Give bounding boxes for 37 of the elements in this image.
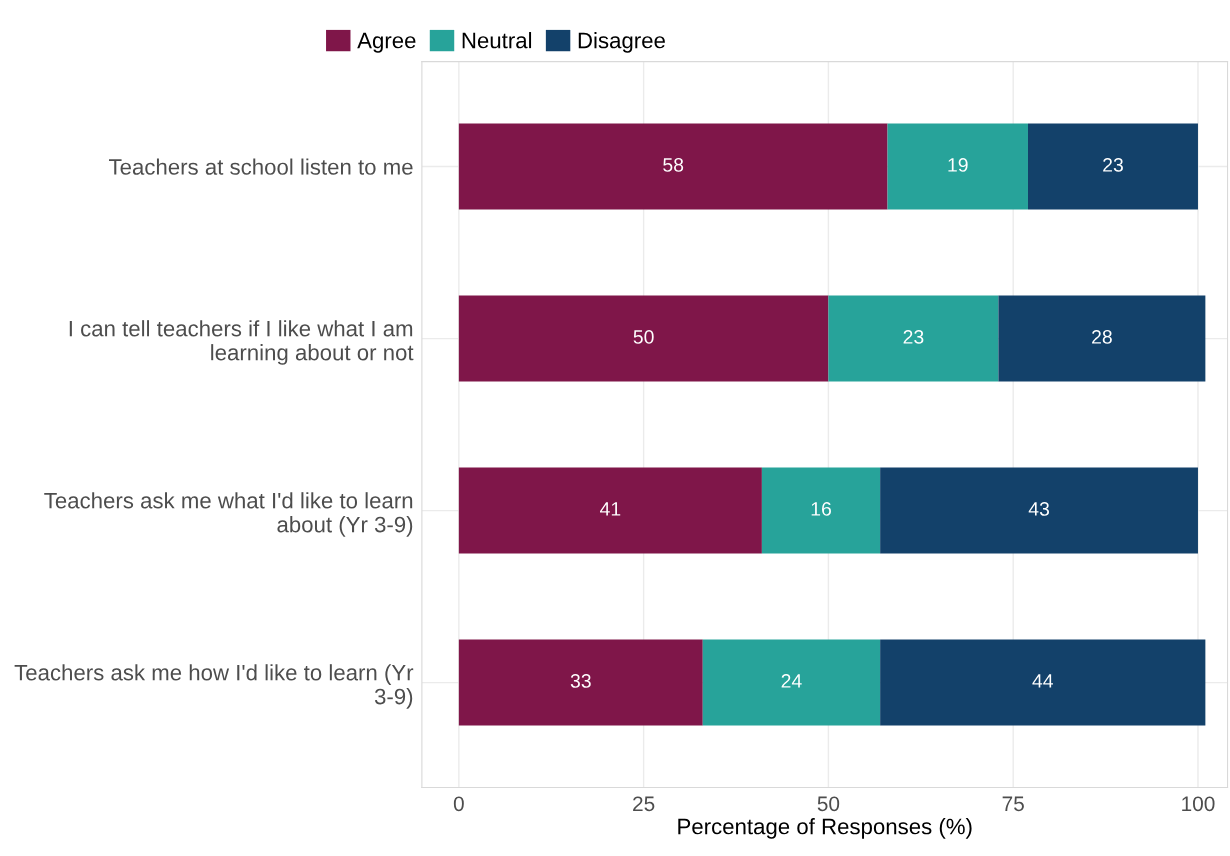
- bar: [1027, 123, 1198, 210]
- x-tick-label: 100: [1182, 796, 1215, 812]
- data-label: 43: [1028, 502, 1050, 516]
- data-label: 44: [1032, 674, 1053, 688]
- data-label: 41: [600, 502, 621, 516]
- y-tick-label: Teachers ask me what I'd like to learn about (Yr 3-9): [44, 492, 413, 537]
- data-label: 23: [903, 330, 924, 344]
- bar: [458, 123, 888, 210]
- bar: [880, 467, 1198, 554]
- y-tick-label: I can tell teachers if I like what I am learning about or not: [69, 320, 414, 365]
- bar: [458, 295, 829, 382]
- bar: [761, 467, 881, 554]
- legend-label: Agree: [357, 32, 416, 53]
- data-label: 19: [948, 158, 968, 172]
- y-tick-label: Teachers ask me how I'd like to learn (Yr 3-9): [14, 664, 414, 709]
- data-label: 16: [811, 502, 831, 516]
- data-label: 58: [663, 158, 684, 172]
- x-tick-label: 50: [817, 796, 840, 812]
- legend-label: Disagree: [578, 32, 665, 53]
- legend-label: Neutral: [462, 32, 532, 49]
- bar: [828, 295, 999, 382]
- x-tick-label: 25: [633, 796, 655, 812]
- data-label: 33: [570, 674, 591, 688]
- data-label: 23: [1103, 158, 1123, 172]
- bar: [702, 639, 881, 726]
- y-tick-label: Teachers at school listen to me: [109, 158, 413, 175]
- bar: [458, 467, 762, 554]
- x-tick-label: 75: [1002, 796, 1024, 812]
- data-label: 28: [1092, 330, 1112, 344]
- data-label: 24: [781, 674, 802, 688]
- data-label: 50: [633, 330, 654, 344]
- bar: [880, 639, 1206, 726]
- x-tick-label: 0: [453, 796, 464, 812]
- bar: [887, 123, 1028, 210]
- bar: [998, 295, 1206, 382]
- x-axis-title: Percentage of Responses (%): [678, 818, 972, 839]
- bar: [458, 639, 703, 726]
